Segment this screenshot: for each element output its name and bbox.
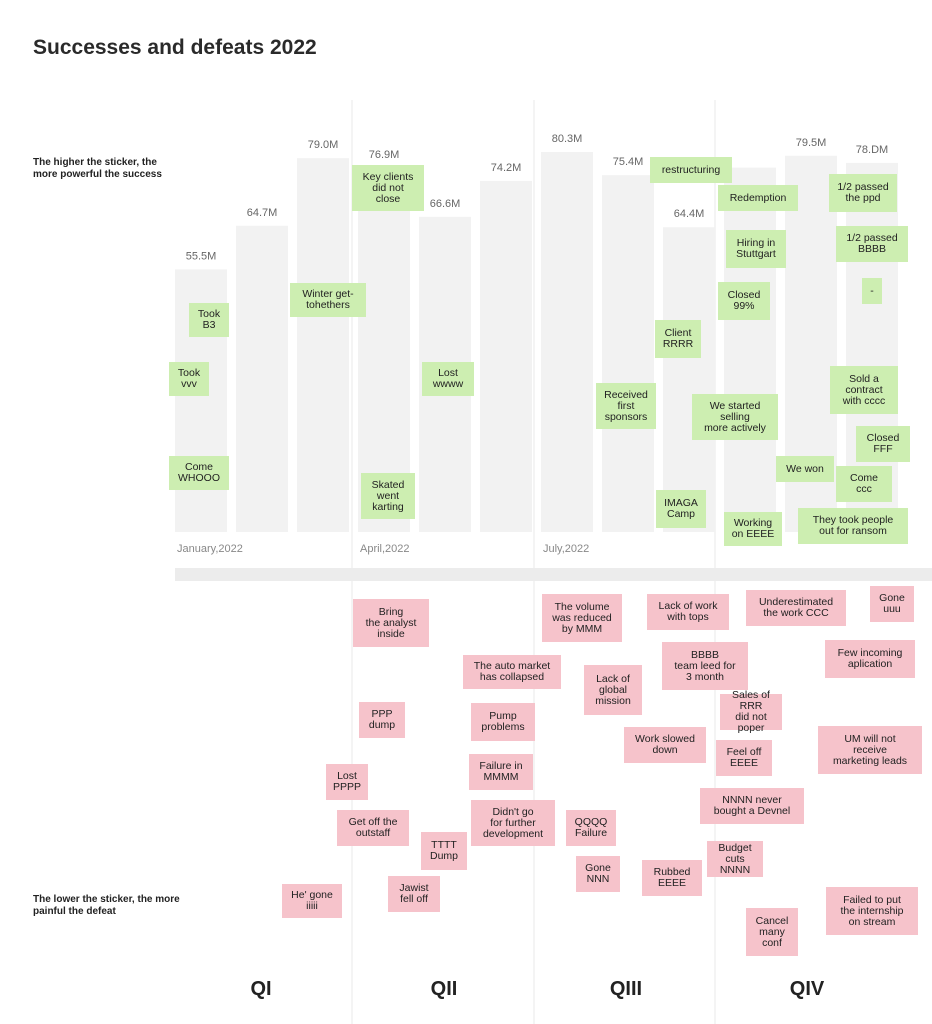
defeat-sticker[interactable]: Gone NNN (576, 856, 620, 892)
x-tick-label: April,2022 (360, 543, 410, 555)
defeat-sticker[interactable]: Gone uuu (870, 586, 914, 622)
success-sticker[interactable]: 1/2 passed BBBB (836, 226, 908, 262)
bar-value-label-aug: 75.4M (613, 156, 644, 168)
success-sticker[interactable]: They took people out for ransom (798, 508, 908, 544)
quarter-label-q4: QIV (789, 978, 825, 1000)
success-sticker[interactable]: Come ccc (836, 466, 892, 502)
bar-value-label-sep: 64.4M (674, 208, 705, 220)
success-sticker[interactable]: Closed FFF (856, 426, 910, 462)
defeat-sticker[interactable]: Work slowed down (624, 727, 706, 763)
defeat-sticker[interactable]: Failed to put the internship on stream (826, 887, 918, 935)
success-sticker[interactable]: Lost wwww (422, 362, 474, 396)
quarter-label-q2: QII (430, 978, 458, 1000)
bar-value-label-may: 66.6M (430, 198, 461, 210)
defeat-sticker[interactable]: Feel off EEEE (716, 740, 772, 776)
success-sticker[interactable]: Redemption (718, 185, 798, 211)
defeat-sticker[interactable]: PPP dump (359, 702, 405, 738)
defeat-sticker[interactable]: Pump problems (471, 703, 535, 741)
chart-title: Successes and defeats 2022 (33, 36, 317, 59)
bar-value-label-apr: 76.9M (369, 149, 400, 161)
success-sticker[interactable]: Come WHOOO (169, 456, 229, 490)
success-sticker[interactable]: We started selling more actively (692, 394, 778, 440)
success-sticker[interactable]: Received first sponsors (596, 383, 656, 429)
bar-oct (724, 167, 776, 532)
bar-value-label-dec: 78.DM (856, 144, 888, 156)
bar-value-label-feb: 64.7M (247, 207, 278, 219)
defeat-sticker[interactable]: Lost PPPP (326, 764, 368, 800)
bar-feb (236, 225, 288, 532)
bar-value-label-jul: 80.3M (552, 133, 583, 145)
defeat-sticker[interactable]: Rubbed EEEE (642, 860, 702, 896)
quarter-label-q1: QI (250, 978, 272, 1000)
defeat-sticker[interactable]: Few incoming aplication (825, 640, 915, 678)
defeat-sticker[interactable]: Get off the outstaff (337, 810, 409, 846)
bar-apr (358, 168, 410, 532)
bar-jul (541, 152, 593, 532)
x-tick-label: July,2022 (543, 543, 589, 555)
success-sticker[interactable]: We won (776, 456, 834, 482)
success-sticker[interactable]: - (862, 278, 882, 304)
defeat-sticker[interactable]: Sales of RRR did not poper (720, 690, 782, 734)
success-sticker[interactable]: Hiring in Stuttgart (726, 230, 786, 268)
defeat-sticker[interactable]: Lack of work with tops (647, 594, 729, 630)
quarter-label-q3: QIII (609, 978, 643, 1000)
success-sticker[interactable]: Sold a contract with cccc (830, 366, 898, 414)
success-sticker[interactable]: Working on EEEE (724, 512, 782, 546)
defeat-sticker[interactable]: Cancel many conf (746, 908, 798, 956)
defeat-note: The lower the sticker, the more painful … (33, 894, 180, 917)
defeat-sticker[interactable]: The auto market has collapsed (463, 655, 561, 689)
defeat-sticker[interactable]: He' gone iiiii (282, 884, 342, 918)
success-sticker[interactable]: IMAGA Camp (656, 490, 706, 528)
success-sticker[interactable]: Key clients did not close (352, 165, 424, 211)
success-sticker[interactable]: Skated went karting (361, 473, 415, 519)
defeat-sticker[interactable]: QQQQ Failure (566, 810, 616, 846)
success-sticker[interactable]: 1/2 passed the ppd (829, 174, 897, 212)
defeat-sticker[interactable]: Lack of global mission (584, 665, 642, 715)
bar-jun (480, 180, 532, 532)
defeat-sticker[interactable]: NNNN never bought a Devnel (700, 788, 804, 824)
success-sticker[interactable]: Client RRRR (655, 320, 701, 358)
bar-mar (297, 158, 349, 533)
success-sticker[interactable]: Winter get- tohethers (290, 283, 366, 317)
success-sticker[interactable]: restructuring (650, 157, 732, 183)
defeat-sticker[interactable]: Underestimated the work CCC (746, 590, 846, 626)
success-sticker[interactable]: Closed 99% (718, 282, 770, 320)
bar-value-label-nov: 79.5M (796, 137, 827, 149)
bar-aug (602, 175, 654, 532)
defeat-sticker[interactable]: The volume was reduced by MMM (542, 594, 622, 642)
bar-value-label-mar: 79.0M (308, 139, 339, 151)
defeat-sticker[interactable]: Bring the analyst inside (353, 599, 429, 647)
bar-value-label-jan: 55.5M (186, 250, 217, 262)
bar-value-label-jun: 74.2M (491, 162, 522, 174)
bar-sep (663, 227, 715, 532)
defeat-sticker[interactable]: BBBB team leed for 3 month (662, 642, 748, 690)
axis-band (175, 568, 932, 581)
success-sticker[interactable]: Took vvv (169, 362, 209, 396)
defeat-sticker[interactable]: Failure in MMMM (469, 754, 533, 790)
defeat-sticker[interactable]: TTTT Dump (421, 832, 467, 870)
x-tick-label: January,2022 (177, 543, 243, 555)
defeat-sticker[interactable]: Jawist fell off (388, 876, 440, 912)
defeat-sticker[interactable]: UM will not receive marketing leads (818, 726, 922, 774)
success-note: The higher the sticker, the more powerfu… (33, 157, 162, 180)
defeat-sticker[interactable]: Didn't go for further development (471, 800, 555, 846)
success-sticker[interactable]: Took B3 (189, 303, 229, 337)
defeat-sticker[interactable]: Budget cuts NNNN (707, 841, 763, 877)
